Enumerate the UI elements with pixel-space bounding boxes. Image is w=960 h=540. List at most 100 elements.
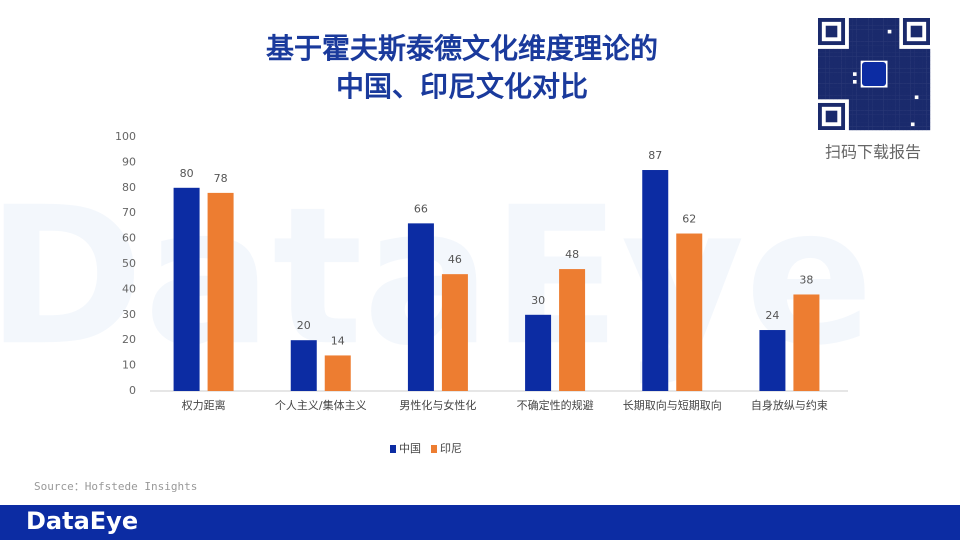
qr-module (922, 83, 927, 88)
qr-module (856, 60, 861, 65)
qr-module (875, 99, 880, 104)
qr-module (887, 68, 892, 73)
qr-module (891, 21, 896, 26)
qr-module (887, 41, 892, 46)
qr-module (860, 87, 865, 92)
qr-module (883, 91, 888, 96)
qr-module (852, 29, 857, 34)
qr-module (856, 33, 861, 38)
qr-module (922, 52, 927, 57)
y-tick-label: 40 (122, 282, 136, 295)
qr-module (875, 118, 880, 123)
qr-module (918, 83, 923, 88)
qr-module (864, 45, 869, 50)
qr-module (891, 87, 896, 92)
qr-module (906, 83, 911, 88)
qr-module (821, 64, 826, 69)
qr-finder (817, 102, 846, 131)
qr-module (856, 56, 861, 61)
qr-module (902, 75, 908, 80)
qr-module (895, 72, 900, 77)
qr-module (872, 118, 877, 123)
qr-module (914, 114, 919, 119)
qr-module (883, 87, 888, 92)
qr-module (926, 126, 931, 131)
qr-module (825, 91, 830, 96)
qr-module (848, 21, 853, 26)
y-tick-label: 60 (122, 232, 136, 245)
qr-module (902, 64, 908, 69)
qr-module (887, 106, 892, 111)
qr-module (906, 99, 911, 104)
qr-module (848, 106, 853, 111)
qr-module (845, 75, 850, 80)
qr-module (906, 87, 911, 92)
qr-module (914, 75, 919, 80)
qr-module (891, 18, 896, 23)
qr-module (887, 60, 892, 65)
qr-module (891, 106, 896, 111)
qr-module (926, 64, 931, 69)
qr-module (899, 122, 904, 127)
qr-module (926, 114, 931, 119)
qr-module (887, 79, 892, 84)
qr-module (914, 87, 919, 92)
qr-module (825, 48, 830, 53)
qr-finder (910, 25, 923, 38)
qr-module (872, 48, 877, 53)
qr-module (833, 83, 838, 88)
qr-module (910, 95, 915, 100)
qr-module (922, 56, 927, 61)
qr-module (841, 91, 846, 96)
qr-module (895, 106, 900, 111)
qr-module (883, 33, 888, 38)
qr-module (891, 79, 896, 84)
legend-swatch (431, 445, 437, 453)
qr-module (899, 87, 904, 92)
qr-module (887, 118, 892, 123)
value-label: 66 (414, 202, 428, 215)
qr-module (860, 41, 865, 46)
qr-module (864, 95, 869, 100)
bar (676, 233, 703, 391)
qr-module (825, 52, 830, 57)
qr-module (875, 41, 880, 46)
qr-module (887, 91, 892, 96)
qr-module (879, 56, 884, 61)
qr-module (848, 25, 853, 30)
qr-module (910, 106, 915, 111)
qr-module (926, 95, 931, 100)
qr-module (902, 79, 908, 84)
qr-module (864, 87, 869, 92)
qr-module (818, 91, 823, 96)
qr-module (845, 95, 850, 100)
bar (759, 330, 786, 391)
qr-module (841, 83, 846, 88)
qr-module (864, 48, 869, 53)
qr-module (899, 52, 904, 57)
qr-module (848, 68, 853, 73)
qr-module (856, 68, 861, 73)
qr-module (926, 68, 931, 73)
qr-module (848, 60, 853, 65)
qr-module (864, 122, 869, 127)
qr-module (887, 75, 892, 80)
qr-module (922, 91, 927, 96)
qr-module (875, 110, 880, 115)
qr-module (848, 122, 853, 127)
qr-module (899, 72, 904, 77)
qr-module (891, 114, 896, 119)
qr-module (879, 114, 884, 119)
qr-module (852, 106, 857, 111)
qr-module (821, 87, 826, 92)
qr-module (902, 110, 908, 115)
qr-module (922, 118, 927, 123)
qr-module (891, 56, 896, 61)
qr-module (856, 52, 861, 57)
qr-module (879, 45, 884, 50)
value-label: 62 (682, 213, 696, 226)
qr-module (902, 83, 908, 88)
qr-module (922, 75, 927, 80)
qr-module (852, 102, 857, 108)
